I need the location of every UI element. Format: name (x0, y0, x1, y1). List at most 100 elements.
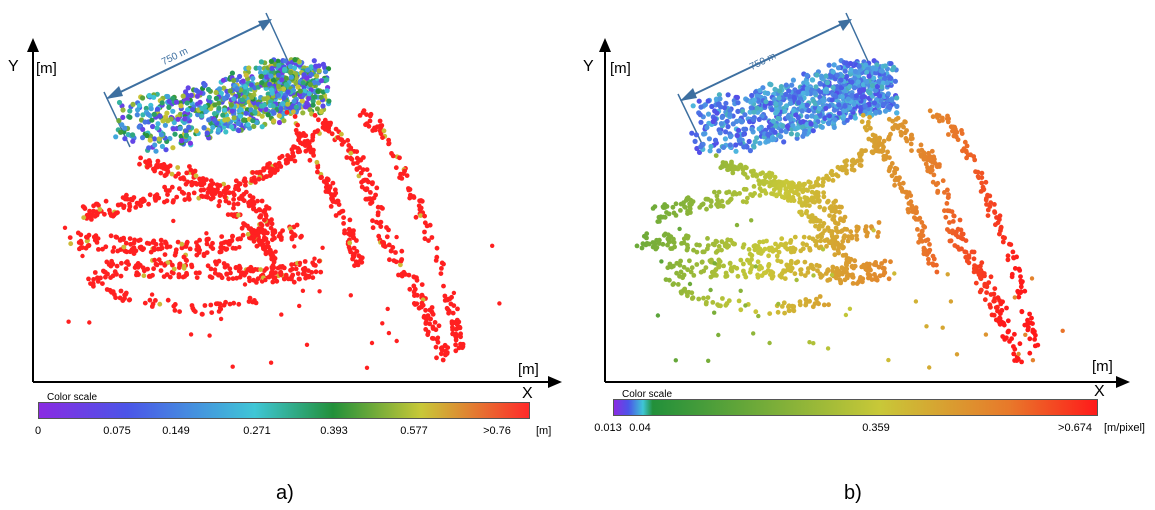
cloud-point (716, 332, 721, 338)
cloud-point (816, 199, 822, 204)
cloud-point (173, 99, 180, 105)
cloud-point (212, 118, 218, 124)
cloud-point (279, 153, 285, 159)
cloud-point (330, 180, 336, 186)
cloud-point (418, 304, 424, 310)
cloud-point (271, 118, 277, 124)
cloud-point (242, 84, 248, 90)
cloud-point (670, 204, 676, 210)
cloud-point (262, 268, 267, 273)
cloud-point (756, 313, 761, 319)
cloud-point (181, 191, 187, 196)
cloud-point (324, 181, 329, 187)
cloud-point (1007, 241, 1012, 247)
cloud-point (157, 113, 163, 119)
cloud-point (386, 227, 391, 233)
cloud-point (703, 265, 709, 270)
cloud-point (805, 270, 811, 275)
cloud-point (1007, 339, 1012, 344)
cloud-point (657, 219, 662, 224)
cloud-point (716, 244, 722, 249)
cloud-point (904, 128, 909, 133)
cloud-point (873, 275, 879, 280)
cloud-point (698, 144, 704, 150)
cloud-point (285, 101, 291, 107)
cloud-point (457, 325, 463, 331)
cloud-point (429, 335, 435, 341)
cloud-point (775, 115, 781, 121)
cloud-point (812, 105, 818, 111)
cloud-point (986, 280, 992, 285)
cloud-point (926, 260, 932, 266)
cloud-point (918, 152, 924, 158)
cloud-point (386, 137, 391, 143)
cloud-point (701, 131, 707, 137)
cloud-point (795, 100, 802, 106)
cloud-point (296, 137, 301, 143)
cloud-point (816, 182, 821, 188)
cloud-point (177, 186, 182, 192)
cloud-point (292, 57, 298, 63)
cloud-point (228, 239, 234, 244)
cloud-point (360, 110, 366, 115)
cloud-point (304, 100, 310, 106)
cloud-point (228, 102, 234, 108)
cloud-point (158, 260, 164, 266)
cloud-point (268, 58, 274, 64)
cloud-point (263, 213, 269, 219)
cloud-point (716, 148, 722, 154)
cloud-point (757, 140, 763, 146)
cloud-point (390, 153, 396, 159)
cloud-point (456, 345, 462, 351)
cloud-point (292, 114, 298, 119)
cloud-point (867, 266, 872, 271)
cloud-point (666, 211, 672, 217)
cloud-point (152, 195, 158, 201)
cloud-point (979, 180, 985, 186)
cloud-point (426, 238, 431, 244)
cloud-point (202, 303, 208, 308)
cloud-point (688, 269, 694, 275)
cloud-point (276, 119, 283, 126)
cloud-point (807, 298, 812, 304)
cloud-point (402, 168, 407, 174)
cloud-point (371, 195, 377, 201)
cloud-point (255, 198, 260, 204)
cloud-point (261, 96, 267, 102)
cloud-point (945, 187, 950, 193)
cloud-point (305, 139, 311, 145)
cloud-point (280, 264, 285, 269)
cloud-point (703, 301, 709, 307)
cloud-point (187, 246, 193, 252)
cloud-point (786, 304, 791, 310)
cloud-point (269, 221, 275, 227)
cloud-point (754, 135, 760, 141)
cloud-point (713, 267, 719, 272)
cloud-point (183, 128, 189, 134)
cloud-point (1011, 344, 1016, 349)
cloud-point (798, 119, 804, 125)
cloud-point (816, 301, 821, 307)
cloud-point (388, 248, 394, 254)
cloud-point (689, 201, 694, 207)
cloud-point (101, 268, 106, 274)
cloud-point (300, 110, 306, 116)
cloud-point (1019, 309, 1025, 315)
cloud-point (930, 261, 936, 267)
cloud-point (689, 265, 695, 271)
cloud-point (97, 207, 103, 212)
cloud-point (955, 226, 961, 232)
cloud-point (734, 132, 740, 139)
cloud-point (162, 252, 168, 257)
cloud-point (933, 182, 939, 188)
cloud-point (268, 87, 275, 93)
cloud-point (659, 259, 664, 264)
cloud-point (804, 91, 810, 97)
cloud-point (154, 106, 161, 112)
cloud-point (314, 128, 320, 134)
cloud-point (785, 197, 791, 203)
cloud-point (992, 209, 997, 215)
cloud-point (925, 168, 931, 174)
cloud-point (268, 73, 274, 79)
cloud-point (441, 261, 446, 267)
